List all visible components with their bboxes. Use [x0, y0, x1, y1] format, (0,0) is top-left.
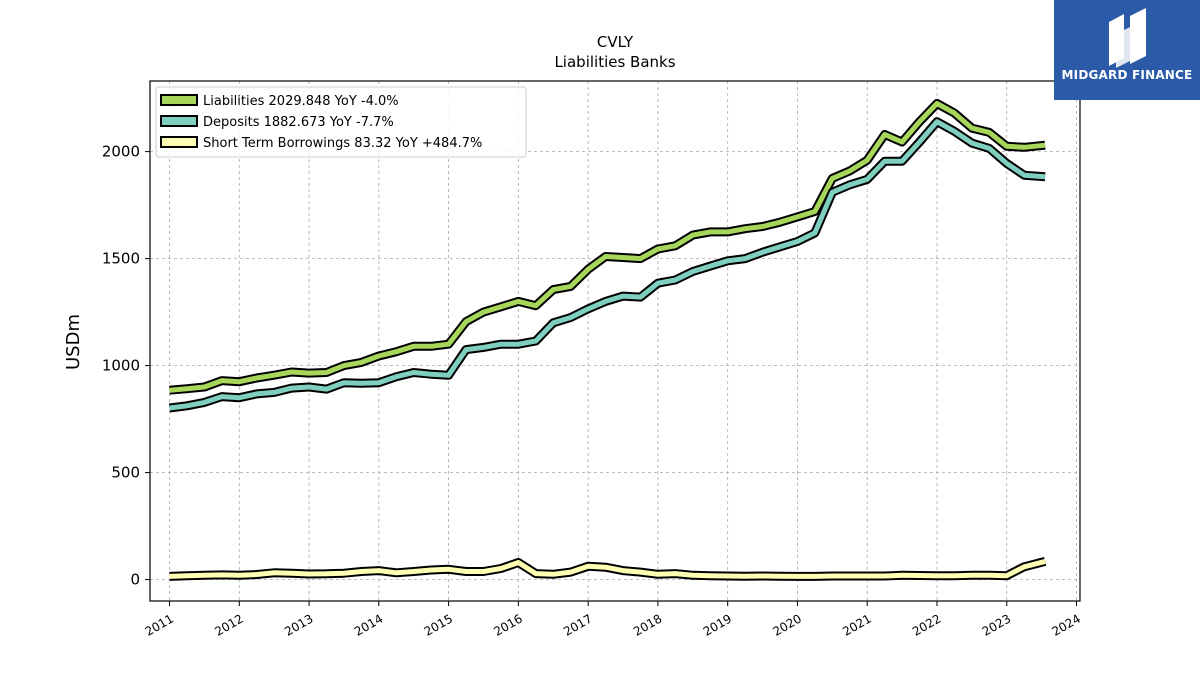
legend-label: Deposits 1882.673 YoY -7.7% — [203, 115, 394, 130]
y-tick-label: 2000 — [102, 143, 140, 161]
y-axis-label: USDm — [63, 314, 84, 370]
x-tick-label: 2017 — [561, 611, 594, 638]
x-tick-label: 2013 — [282, 611, 315, 638]
x-tick-label: 2018 — [631, 611, 664, 638]
y-tick-label: 1500 — [102, 250, 140, 268]
legend-box — [155, 86, 527, 158]
series-layer — [168, 99, 1047, 581]
x-tick-label: 2015 — [422, 611, 455, 638]
series-line-short-term-borrowings — [169, 558, 1046, 579]
x-tick-label: 2019 — [701, 611, 734, 638]
x-tick-label: 2011 — [143, 611, 176, 638]
legend-swatch — [160, 94, 198, 106]
legend-label: Liabilities 2029.848 YoY -4.0% — [203, 94, 399, 109]
x-tick-label: 2016 — [491, 611, 524, 638]
plot-frame — [149, 80, 1081, 602]
x-ticks: 2011 2012 2013 2014 2015 2016 2017 2018 2019 2020… — [143, 601, 1083, 639]
x-tick-label: 2024 — [1050, 611, 1083, 638]
logo-mark-icon — [1109, 8, 1146, 68]
midgard-finance-logo: MIDGARD FINANCE — [1054, 0, 1200, 100]
y-tick-label: 1000 — [102, 357, 140, 375]
x-tick-label: 2021 — [840, 611, 873, 638]
chart-title: CVLY — [597, 33, 634, 51]
y-tick-label: 0 — [130, 571, 140, 589]
x-tick-label: 2020 — [770, 611, 803, 638]
x-tick-label: 2012 — [212, 611, 245, 638]
x-tick-label: 2022 — [910, 611, 943, 638]
legend-swatch — [160, 136, 198, 148]
series-outline-deposits — [168, 117, 1046, 413]
y-ticks: 0 500 1000 1500 2000 — [102, 143, 150, 589]
x-tick-label: 2023 — [980, 611, 1013, 638]
logo-text: MIDGARD FINANCE — [1061, 68, 1193, 82]
x-tick-label: 2014 — [352, 611, 385, 638]
series-line-liabilities — [169, 101, 1046, 393]
grid — [150, 81, 1080, 601]
legend-label: Short Term Borrowings 83.32 YoY +484.7% — [203, 136, 482, 151]
legend-swatch — [160, 115, 198, 127]
legend: Liabilities 2029.848 YoY -4.0% Deposits 1… — [155, 86, 527, 158]
y-tick-label: 500 — [111, 464, 140, 482]
chart-subtitle: Liabilities Banks — [554, 53, 675, 71]
series-line-deposits — [169, 119, 1046, 411]
